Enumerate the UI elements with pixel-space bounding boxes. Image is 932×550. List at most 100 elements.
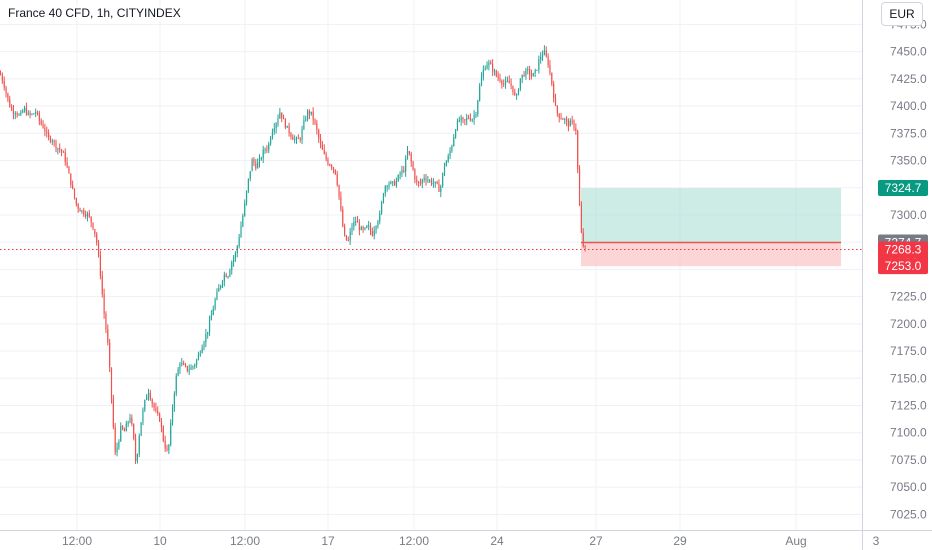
candle-body <box>266 149 268 151</box>
candle-body <box>569 120 571 127</box>
candle-body <box>316 123 318 131</box>
candle-body <box>397 175 399 181</box>
currency-button[interactable]: EUR <box>881 2 923 26</box>
candle-body <box>257 162 259 169</box>
candle-body <box>517 89 520 95</box>
candle-body <box>183 362 185 365</box>
candle-body <box>467 117 470 119</box>
candle-body <box>297 138 299 140</box>
candle-body <box>373 230 375 236</box>
candle-body <box>434 181 436 184</box>
candle-body <box>277 118 279 124</box>
candle-body <box>429 180 431 182</box>
candle-body <box>547 56 549 65</box>
candle-body <box>329 164 331 166</box>
candle-body <box>27 112 29 115</box>
candle-body <box>238 237 240 247</box>
candle-body <box>264 149 266 151</box>
candle-body <box>262 149 264 159</box>
candle-body <box>184 364 187 367</box>
candle-body <box>253 159 255 164</box>
candle-body <box>201 347 203 353</box>
target-price-badge <box>878 180 928 197</box>
candle-body <box>1 74 3 82</box>
candle-body <box>72 185 74 189</box>
candle-body <box>307 110 309 120</box>
candle-body <box>355 221 357 223</box>
candle-body <box>160 421 163 428</box>
candle-body <box>543 50 545 55</box>
candle-body <box>347 240 349 242</box>
candle-body <box>75 197 77 205</box>
x-tick-label: 24 <box>490 534 504 548</box>
candle-body <box>245 190 248 204</box>
candle-body <box>55 141 57 150</box>
candle-body <box>188 369 190 371</box>
x-tick-label: 12:00 <box>230 534 260 548</box>
candle-body <box>456 120 459 131</box>
stop-zone[interactable] <box>581 242 841 267</box>
candle-body <box>381 202 383 214</box>
y-tick-label: 7425.0 <box>890 72 927 86</box>
candle-body <box>22 110 24 113</box>
x-tick-label: 12:00 <box>399 534 429 548</box>
candle-body <box>46 131 48 133</box>
candle-body <box>57 148 59 150</box>
candle-body <box>549 64 551 73</box>
candle-body <box>338 184 340 197</box>
candle-body <box>519 78 521 90</box>
candle-body <box>190 367 192 370</box>
candle-body <box>64 152 66 163</box>
candle-body <box>90 216 92 223</box>
candle-body <box>488 62 490 66</box>
candle-body <box>68 166 70 174</box>
candle-body <box>578 169 581 206</box>
candle-body <box>79 208 81 212</box>
candle-body <box>558 113 560 119</box>
candle-body <box>358 222 360 230</box>
candle-body <box>292 136 294 140</box>
candle-body <box>40 120 42 125</box>
y-tick-label: 7125.0 <box>890 398 927 412</box>
candle-body <box>414 169 416 180</box>
candle-body <box>410 153 412 163</box>
candle-body <box>153 403 155 408</box>
candle-body <box>432 183 434 185</box>
candle-body <box>418 181 420 183</box>
candle-body <box>390 181 392 184</box>
candle-body <box>273 128 275 132</box>
target-zone[interactable] <box>581 188 841 243</box>
candle-body <box>221 281 224 286</box>
candle-body <box>504 81 507 84</box>
candle-body <box>327 159 329 165</box>
candle-body <box>299 138 301 140</box>
y-tick-label: 7375.0 <box>890 126 927 140</box>
candle-body <box>138 435 140 455</box>
x-tick-label: 10 <box>153 534 167 548</box>
candle-body <box>147 392 150 397</box>
candle-body <box>170 422 172 445</box>
candle-body <box>0 73 2 75</box>
position-zones[interactable] <box>581 188 841 267</box>
y-tick-label: 7400.0 <box>890 99 927 113</box>
candle-body <box>35 112 37 114</box>
candle-body <box>105 313 107 330</box>
candle-body <box>125 423 127 432</box>
candle-body <box>514 92 516 95</box>
x-tick-label: 3 <box>873 534 880 548</box>
candle-body <box>173 393 175 408</box>
candle-body <box>375 226 377 231</box>
stop-price-badge <box>878 258 928 275</box>
candle-body <box>20 112 22 115</box>
candle-body <box>294 139 296 141</box>
y-tick-label: 7175.0 <box>890 344 927 358</box>
candle-body <box>162 427 164 441</box>
candle-body <box>318 130 320 139</box>
candle-body <box>101 275 103 294</box>
current-price-label: 7268.3 <box>885 242 922 256</box>
candle-body <box>582 232 584 247</box>
candle-body <box>140 422 142 436</box>
